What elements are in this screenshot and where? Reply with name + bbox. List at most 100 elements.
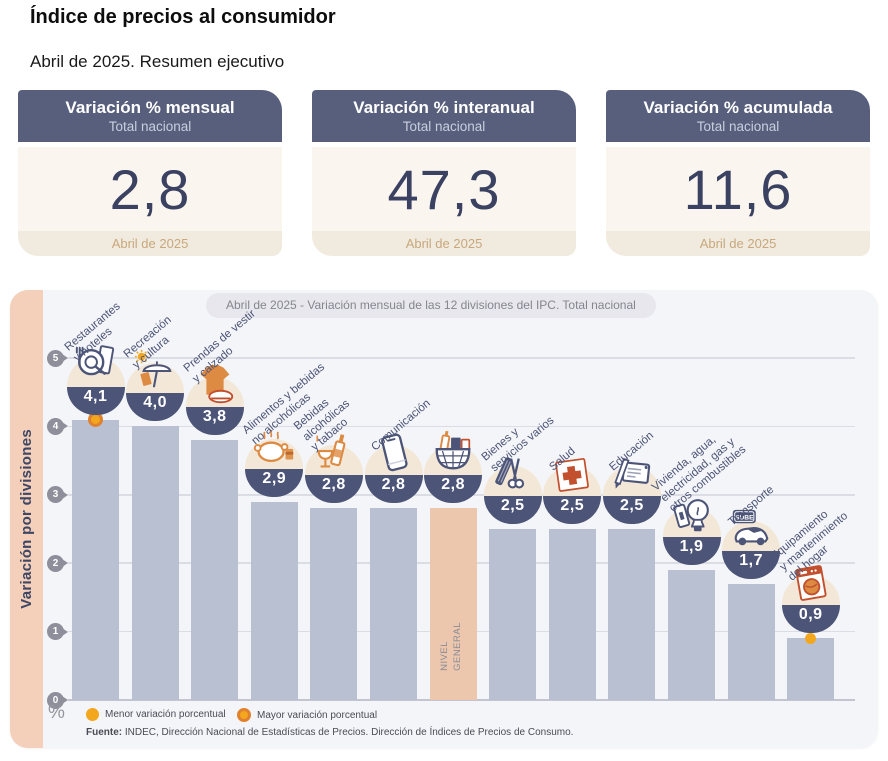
division-bubble-recreation-culture: 4,0 [126,350,185,422]
division-value: 2,8 [322,476,346,494]
division-bubble-home-equipment: 0,9 [781,565,840,634]
kpi-card-scope: Total nacional [402,118,486,134]
kpi-card-period: Abril de 2025 [606,231,870,256]
chart-title-pill: Abril de 2025 - Variación mensual de las… [206,293,656,318]
division-value: 1,7 [739,551,763,569]
gridline-0 [68,699,855,701]
chart-bar-misc-goods-services [489,529,537,700]
bubble-value-bowl: 1,9 [662,537,721,566]
kpi-value: 47,3 [387,157,501,221]
chart-bar-transport [727,583,775,700]
y-axis-strip: Variación por divisiones [10,290,43,748]
division-bubble-education: 2,5 [602,457,661,524]
division-bubble-housing-utilities: 1,9 [662,499,721,566]
chart-bar-recreation-culture [131,426,179,700]
bubble-value-bowl: 4,1 [66,386,125,415]
chart-bar-housing-utilities [668,570,715,700]
gridline-5 [68,357,855,359]
ringed-yellow-dot-icon [237,708,251,722]
chart-bar-restaurants-hotels [72,419,119,700]
kpi-card-period: Abril de 2025 [312,231,576,256]
chart-bar-food-non-alcoholic [250,501,298,700]
division-value: 2,8 [381,476,406,494]
bubble-value-bowl: 2,5 [602,496,661,524]
legend-label: Menor variación porcentual [105,709,226,720]
kpi-card-period: Abril de 2025 [18,231,282,256]
division-bubble-general-basket: 2,8 [424,431,483,504]
food-non-alcoholic-icon [251,424,297,470]
chart-bar-health [548,529,596,700]
communication-icon [371,430,417,476]
clothing-footwear-icon [192,362,238,408]
division-bubble-misc-goods-services: 2,5 [483,457,542,524]
nivel-general-bar-label: NIVEL GENERAL [438,622,463,671]
plot-area: 0 1 2 3 4 5 4,1 Restaurantes y hoteles 4,0 Recrea… [10,290,878,748]
education-icon [609,451,655,497]
kpi-card-accumulated: Variación % acumulada Total nacional 11,… [606,90,870,256]
kpi-card-yearly: Variación % interanual Total nacional 47… [312,90,576,256]
division-value: 2,8 [441,476,465,494]
division-bubble-restaurants-hotels: 4,1 [66,344,125,415]
division-bubble-health: 2,5 [543,458,602,524]
division-bubble-alcoholic-tobacco: 2,8 [304,434,363,504]
bubble-value-bowl: 2,9 [245,468,304,497]
transport-icon: SUBE [728,506,774,552]
bubble-value-bowl: 4,0 [126,393,185,422]
kpi-card-scope: Total nacional [696,118,780,134]
y-axis-tick-2: 2 [47,554,68,572]
bubble-value-bowl: 2,8 [424,475,483,504]
bubble-value-bowl: 2,8 [364,475,423,504]
alcoholic-tobacco-icon [311,430,357,476]
svg-text:SUBE: SUBE [735,514,754,521]
kpi-card-title: Variación % mensual [65,98,235,118]
division-value: 4,0 [143,394,167,412]
division-value: 3,8 [202,408,227,426]
percent-symbol: % [48,702,65,723]
kpi-card-header: Variación % interanual Total nacional [312,90,576,142]
kpi-card-title: Variación % acumulada [643,98,833,118]
division-bubble-food-non-alcoholic: 2,9 [245,429,304,497]
legend-item-mayor: Mayor variación porcentual [237,708,377,722]
bubble-value-bowl: 0,9 [781,605,840,634]
solid-yellow-dot-icon [86,708,99,721]
kpi-card-monthly: Variación % mensual Total nacional 2,8 A… [18,90,282,256]
chart-bar-general-basket [429,508,477,700]
restaurants-hotels-icon [73,342,119,388]
division-value: 4,1 [83,387,108,405]
chart-bar-home-equipment [787,638,835,700]
y-axis-tick-0: 0 [47,691,68,709]
division-value: 2,9 [262,469,287,487]
y-axis-tick-4: 4 [47,417,68,435]
chart-bar-communication [370,508,417,700]
legend-label: Mayor variación porcentual [257,709,378,721]
kpi-card-value-area: 2,8 [18,147,282,231]
chart-panel: Variación por divisiones Abril de 2025 -… [10,290,878,748]
general-basket-icon [430,430,476,476]
division-value: 2,5 [500,497,525,514]
housing-utilities-icon [669,492,715,538]
misc-goods-services-icon [490,451,536,497]
page-title: Índice de precios al consumidor [30,6,336,28]
chart-bar-clothing-footwear [191,440,239,700]
page-subtitle: Abril de 2025. Resumen ejecutivo [30,52,285,71]
division-value: 2,5 [620,497,644,514]
bubble-value-bowl: 2,5 [543,496,602,524]
recreation-culture-icon [132,348,178,394]
kpi-value: 2,8 [109,157,191,221]
source-note: Fuente: INDEC, Dirección Nacional de Est… [86,727,573,738]
source-text: INDEC, Dirección Nacional de Estadística… [122,727,574,738]
bubble-value-bowl: 2,5 [483,496,542,524]
kpi-card-header: Variación % mensual Total nacional [18,90,282,142]
division-value: 2,5 [560,497,585,514]
bubble-value-bowl: 3,8 [185,407,244,436]
bubble-value-bowl: 2,8 [304,475,363,504]
y-axis-tick-5: 5 [47,349,68,367]
kpi-card-value-area: 47,3 [312,147,576,231]
home-equipment-icon [788,560,834,606]
menor-variacion-dot-icon [805,632,817,644]
kpi-card-title: Variación % interanual [353,98,535,118]
chart-bar-education [608,529,656,700]
legend-item-menor: Menor variación porcentual [86,708,226,721]
kpi-value: 11,6 [683,157,793,221]
y-axis-tick-1: 1 [47,623,68,641]
